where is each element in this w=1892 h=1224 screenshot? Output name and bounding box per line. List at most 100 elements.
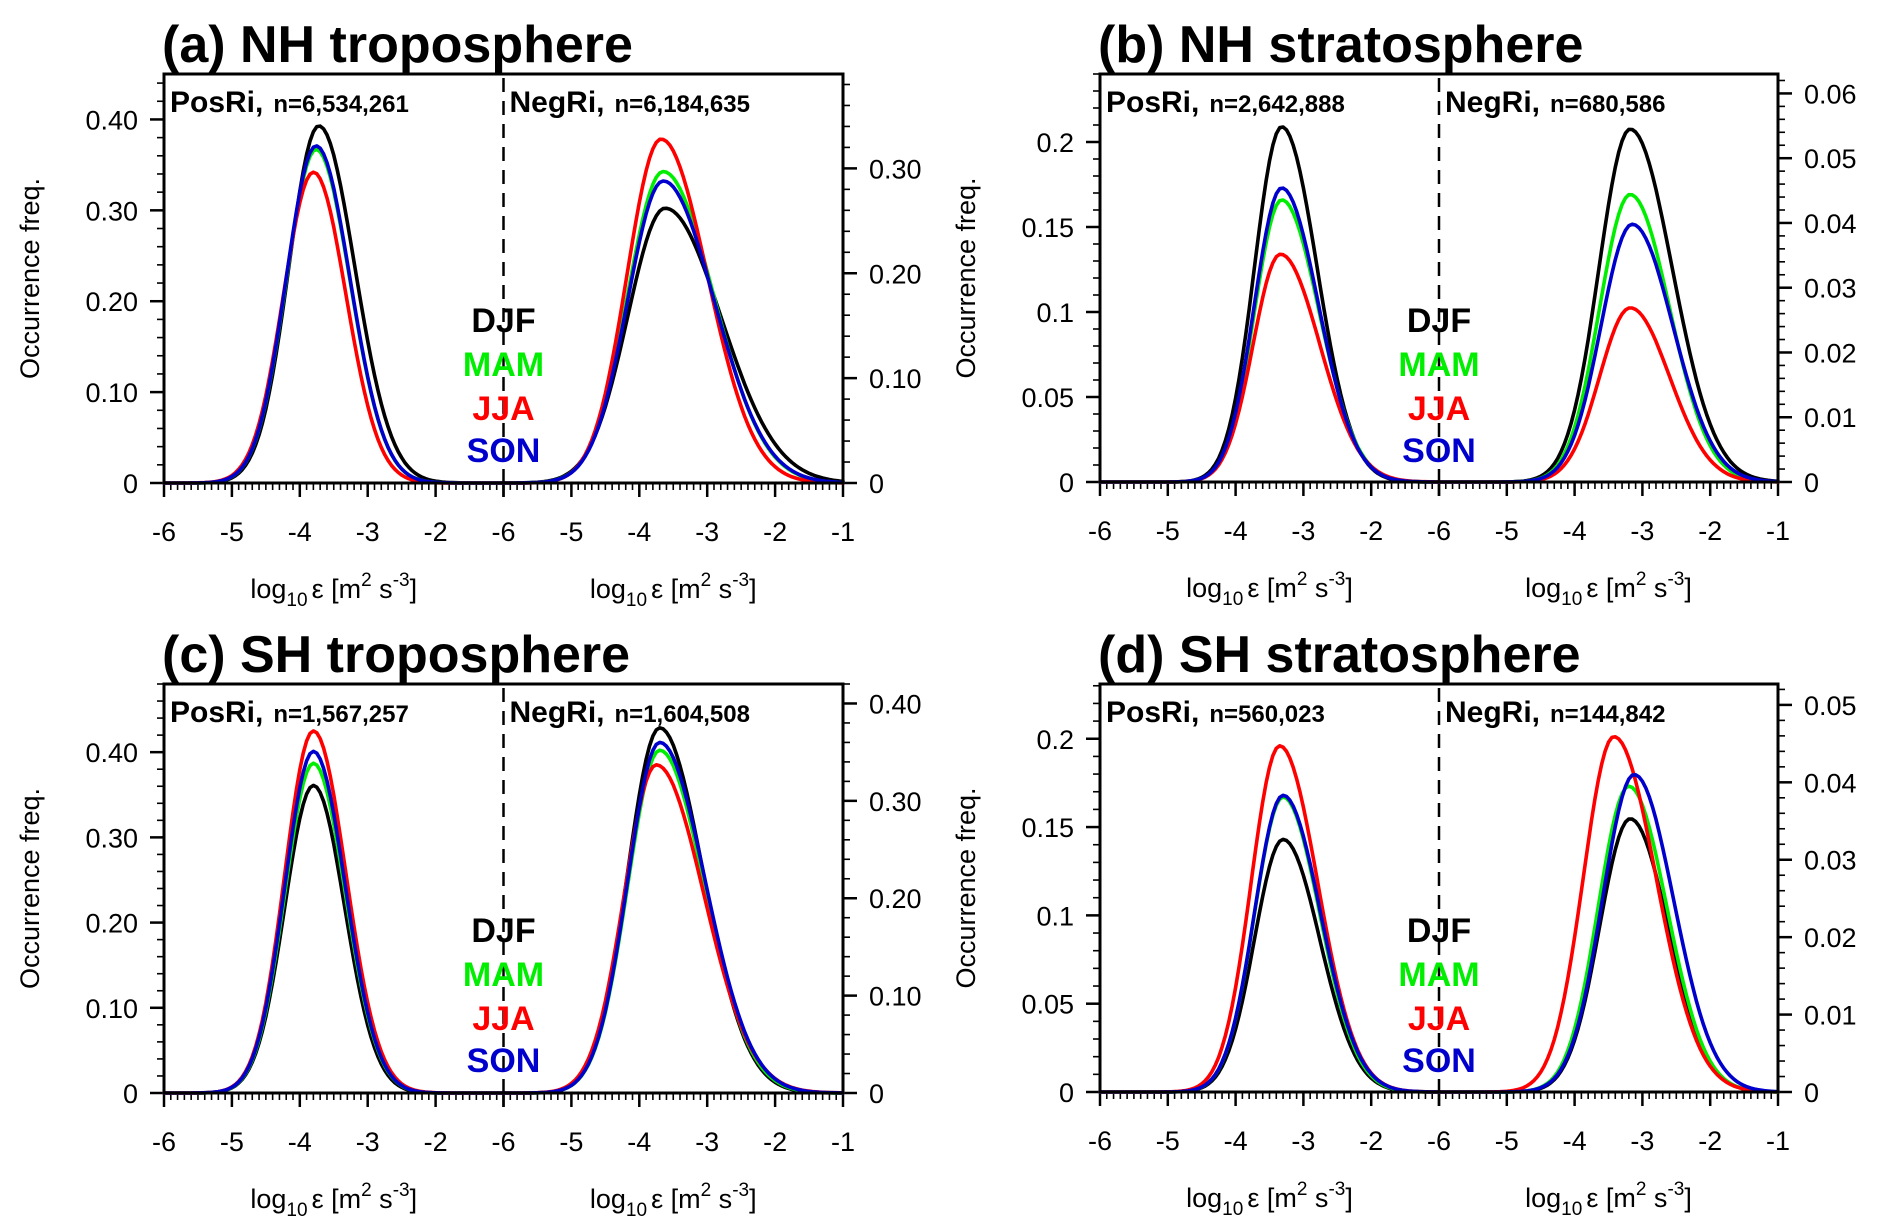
y-tick-label: 0.30 [869,154,922,184]
curve-right-mam [501,169,845,485]
curve-right-son [501,740,845,1095]
legend-mam: MAM [1398,956,1479,994]
y-tick-label: 0.40 [869,689,922,719]
x-tick-label: -3 [356,517,380,547]
x-tick-label: -3 [1630,1126,1654,1156]
legend-mam: MAM [463,956,544,994]
y-tick-label: 0 [1804,468,1819,498]
panel-c: (c) SH troposphere Occurrence freq. 0 0.10 0… [15,626,922,1221]
y-tick-label: 0.10 [85,378,138,408]
x-tick-label: -5 [1495,1126,1519,1156]
legend-djf: DJF [1407,302,1471,340]
y-axis-label: Occurrence freq. [951,177,981,378]
x-tick-label: -2 [1698,516,1722,546]
x-tick-label: -6 [152,517,176,547]
y-tick-label: 0.02 [1804,923,1857,953]
y-axis-label: Occurrence freq. [951,787,981,988]
curve-left-djf [1098,125,1441,484]
x-tick-label: -2 [1359,1126,1383,1156]
curve-right-jja [501,137,845,485]
y-tick-label: 0.30 [85,196,138,226]
x-tick-label: -1 [831,1127,855,1157]
x-tick-label: -2 [424,1127,448,1157]
negri-header: NegRi, n=144,842 [1445,696,1665,729]
panel-title: (a) NH troposphere [162,16,633,74]
x-axis-label: log10 ε [m2 s-3] [250,570,417,611]
legend-jja: JJA [472,1000,534,1038]
negri-header: NegRi, n=680,586 [1445,86,1665,119]
y-tick-label: 0.40 [85,105,138,135]
curve-right-son [1437,773,1780,1094]
y-tick-label: 0.1 [1036,298,1074,328]
y-tick-label: 0.05 [1804,691,1857,721]
x-tick-label: -5 [1156,516,1180,546]
legend-jja: JJA [1408,390,1470,428]
y-axis-label: Occurrence freq. [15,788,45,989]
x-tick-label: -6 [1427,516,1451,546]
y-tick-label: 0.06 [1804,79,1857,109]
y-tick-label: 0 [1804,1078,1819,1108]
curve-right-mam [1437,784,1780,1094]
posri-header: PosRi, n=6,534,261 [170,86,409,119]
curve-left-jja [1098,252,1441,484]
x-axis-label: log10 ε [m2 s-3] [1525,1179,1692,1220]
curve-right-djf [1437,127,1780,484]
x-tick-label: -6 [491,517,515,547]
plot-frame [1098,682,1780,1094]
y-tick-label: 0.30 [869,787,922,817]
x-tick-label: -5 [559,517,583,547]
y-axis-label: Occurrence freq. [15,178,45,379]
y-tick-label: 0.04 [1804,209,1857,239]
curve-left-jja [162,170,506,485]
y-tick-label: 0.03 [1804,274,1857,304]
legend-djf: DJF [471,302,535,340]
x-tick-label: -6 [1427,1126,1451,1156]
curve-left-son [162,144,506,485]
legend-jja: JJA [1408,1000,1470,1038]
plot-frame [162,682,845,1095]
x-tick-label: -5 [1156,1126,1180,1156]
x-tick-label: -5 [220,1127,244,1157]
x-tick-label: -3 [1291,516,1315,546]
panel-title: (b) NH stratosphere [1098,16,1583,74]
y-tick-label: 0.05 [1804,144,1857,174]
y-tick-label: 0.04 [1804,768,1857,798]
y-tick-label: 0.01 [1804,403,1857,433]
y-tick-label: 0 [1059,468,1074,498]
y-tick-label: 0.20 [869,884,922,914]
y-tick-label: 0.40 [85,738,138,768]
legend-son: SON [1402,432,1476,470]
legend-son: SON [467,1042,541,1080]
x-tick-label: -3 [695,1127,719,1157]
curve-right-mam [1437,192,1780,484]
x-tick-label: -1 [831,517,855,547]
posri-header: PosRi, n=1,567,257 [170,696,409,729]
x-tick-label: -3 [1630,516,1654,546]
posri-header: PosRi, n=2,642,888 [1106,86,1345,119]
x-tick-label: -3 [1291,1126,1315,1156]
x-tick-label: -4 [627,1127,651,1157]
plot-frame [162,72,845,485]
posri-header: PosRi, n=560,023 [1106,696,1325,729]
panel-a: (a) NH troposphere Occurrence freq. 0 0.10 0… [15,16,922,611]
y-tick-label: 0.2 [1036,128,1074,158]
x-tick-label: -1 [1766,1126,1790,1156]
legend-djf: DJF [471,912,535,950]
y-tick-label: 0.1 [1036,901,1074,931]
x-tick-label: -2 [763,1127,787,1157]
y-tick-label: 0.01 [1804,1001,1857,1031]
panel-b: (b) NH stratosphere Occurrence freq. 0 0.05… [951,16,1857,610]
panel-title: (d) SH stratosphere [1098,626,1581,684]
curve-left-mam [162,147,506,485]
y-tick-label: 0.02 [1804,338,1857,368]
legend-mam: MAM [1398,346,1479,384]
x-tick-label: -4 [1563,1126,1587,1156]
x-tick-label: -2 [1359,516,1383,546]
x-tick-label: -6 [1088,516,1112,546]
x-axis-label: log10 ε [m2 s-3] [590,1180,757,1221]
curve-left-mam [1098,795,1441,1094]
x-tick-label: -4 [1224,516,1248,546]
curve-right-jja [1437,735,1780,1094]
curve-right-jja [501,763,845,1095]
